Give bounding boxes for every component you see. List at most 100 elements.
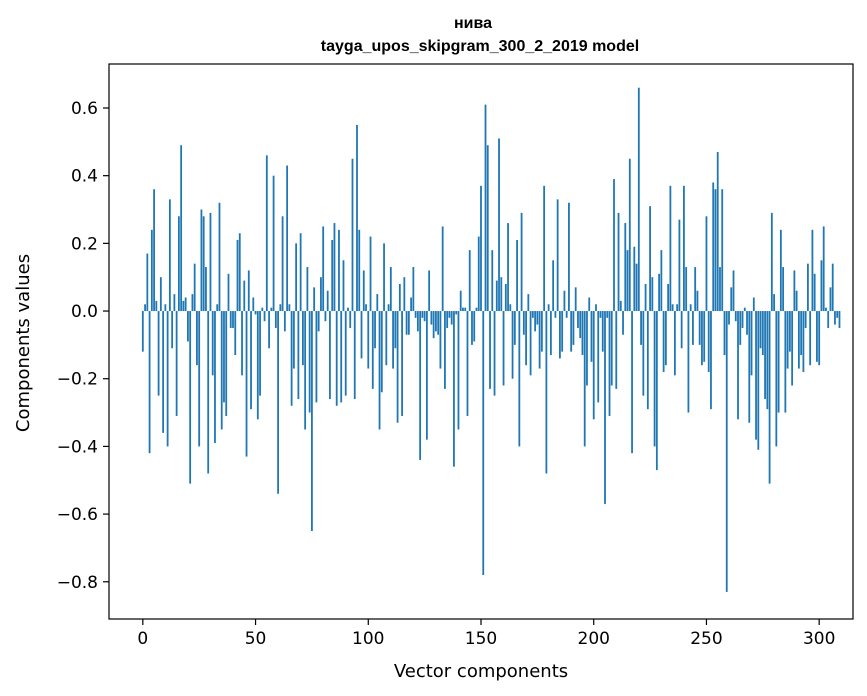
bar [468,250,471,312]
bar [227,273,230,312]
bar [405,311,408,335]
bar [640,311,642,345]
bar [653,311,656,447]
bar [254,311,257,315]
bar [464,307,467,312]
bar [214,311,216,444]
bar [387,304,390,312]
bar [407,311,410,335]
bar [509,304,512,312]
bar [500,277,503,312]
chart-title: нива [454,15,492,32]
bar [628,158,631,312]
bar [788,311,791,352]
bar [340,311,343,403]
bar [816,311,818,362]
bar [667,283,670,312]
bar [518,311,521,447]
bar [495,280,498,312]
bar [216,304,219,312]
bar [475,307,478,312]
bar [241,311,243,376]
bar [513,311,516,345]
bar [252,297,255,312]
bar [304,311,307,430]
bar [250,311,252,410]
bar [534,311,537,332]
bar [396,311,399,423]
bar [804,311,807,328]
bar [173,294,176,312]
bar [484,104,487,312]
bar [376,294,379,312]
bar [430,311,433,325]
bar [511,311,514,379]
bar [218,202,221,312]
bar [432,311,435,339]
bar [450,311,453,325]
bar [360,311,363,359]
bar [279,304,282,312]
bar [428,270,431,312]
bar [295,243,298,312]
bar-series [141,87,841,592]
bar [223,311,225,403]
bar [696,290,699,312]
bar [184,297,187,312]
y-tick-label: −0.6 [57,505,98,525]
bar [757,311,760,450]
bar [549,311,552,356]
bar [247,270,250,312]
bar [301,311,304,366]
bar [261,307,264,312]
bar [664,311,667,366]
bar [351,158,354,312]
bar [586,311,588,386]
bar [277,311,279,494]
bar [265,155,268,312]
bar [579,311,582,339]
bar [389,267,392,312]
bar [673,311,676,376]
bar [317,311,320,332]
y-axis-label: Components values [13,254,34,432]
bar [401,311,403,416]
x-tick-label: 150 [465,629,497,649]
bar [423,311,426,322]
bar [779,229,782,312]
bar [725,311,728,592]
bar [342,260,345,312]
bar [187,311,189,342]
bar [157,311,160,396]
bar [477,236,480,312]
bar [795,290,798,312]
bar [416,311,419,332]
bar [229,311,232,328]
bar [581,311,584,356]
bar [444,311,446,389]
bar [633,246,636,312]
bar [606,311,609,318]
y-tick-label: 0.6 [71,99,98,119]
bar [489,311,491,389]
bar [646,311,649,410]
bar [425,311,428,440]
bar [168,199,171,312]
bar [797,311,800,369]
bar [297,311,300,400]
bar [687,311,690,413]
bar [721,189,724,312]
bar [270,307,273,312]
bar [471,311,473,345]
bar [813,273,816,312]
bar [236,239,239,312]
bar [498,138,500,312]
bar [482,311,485,575]
bar [205,267,207,312]
x-tick-label: 200 [578,629,610,649]
bar [349,311,352,328]
bar [220,311,223,430]
bar [367,311,370,369]
bar [793,270,796,312]
bar [761,311,764,356]
